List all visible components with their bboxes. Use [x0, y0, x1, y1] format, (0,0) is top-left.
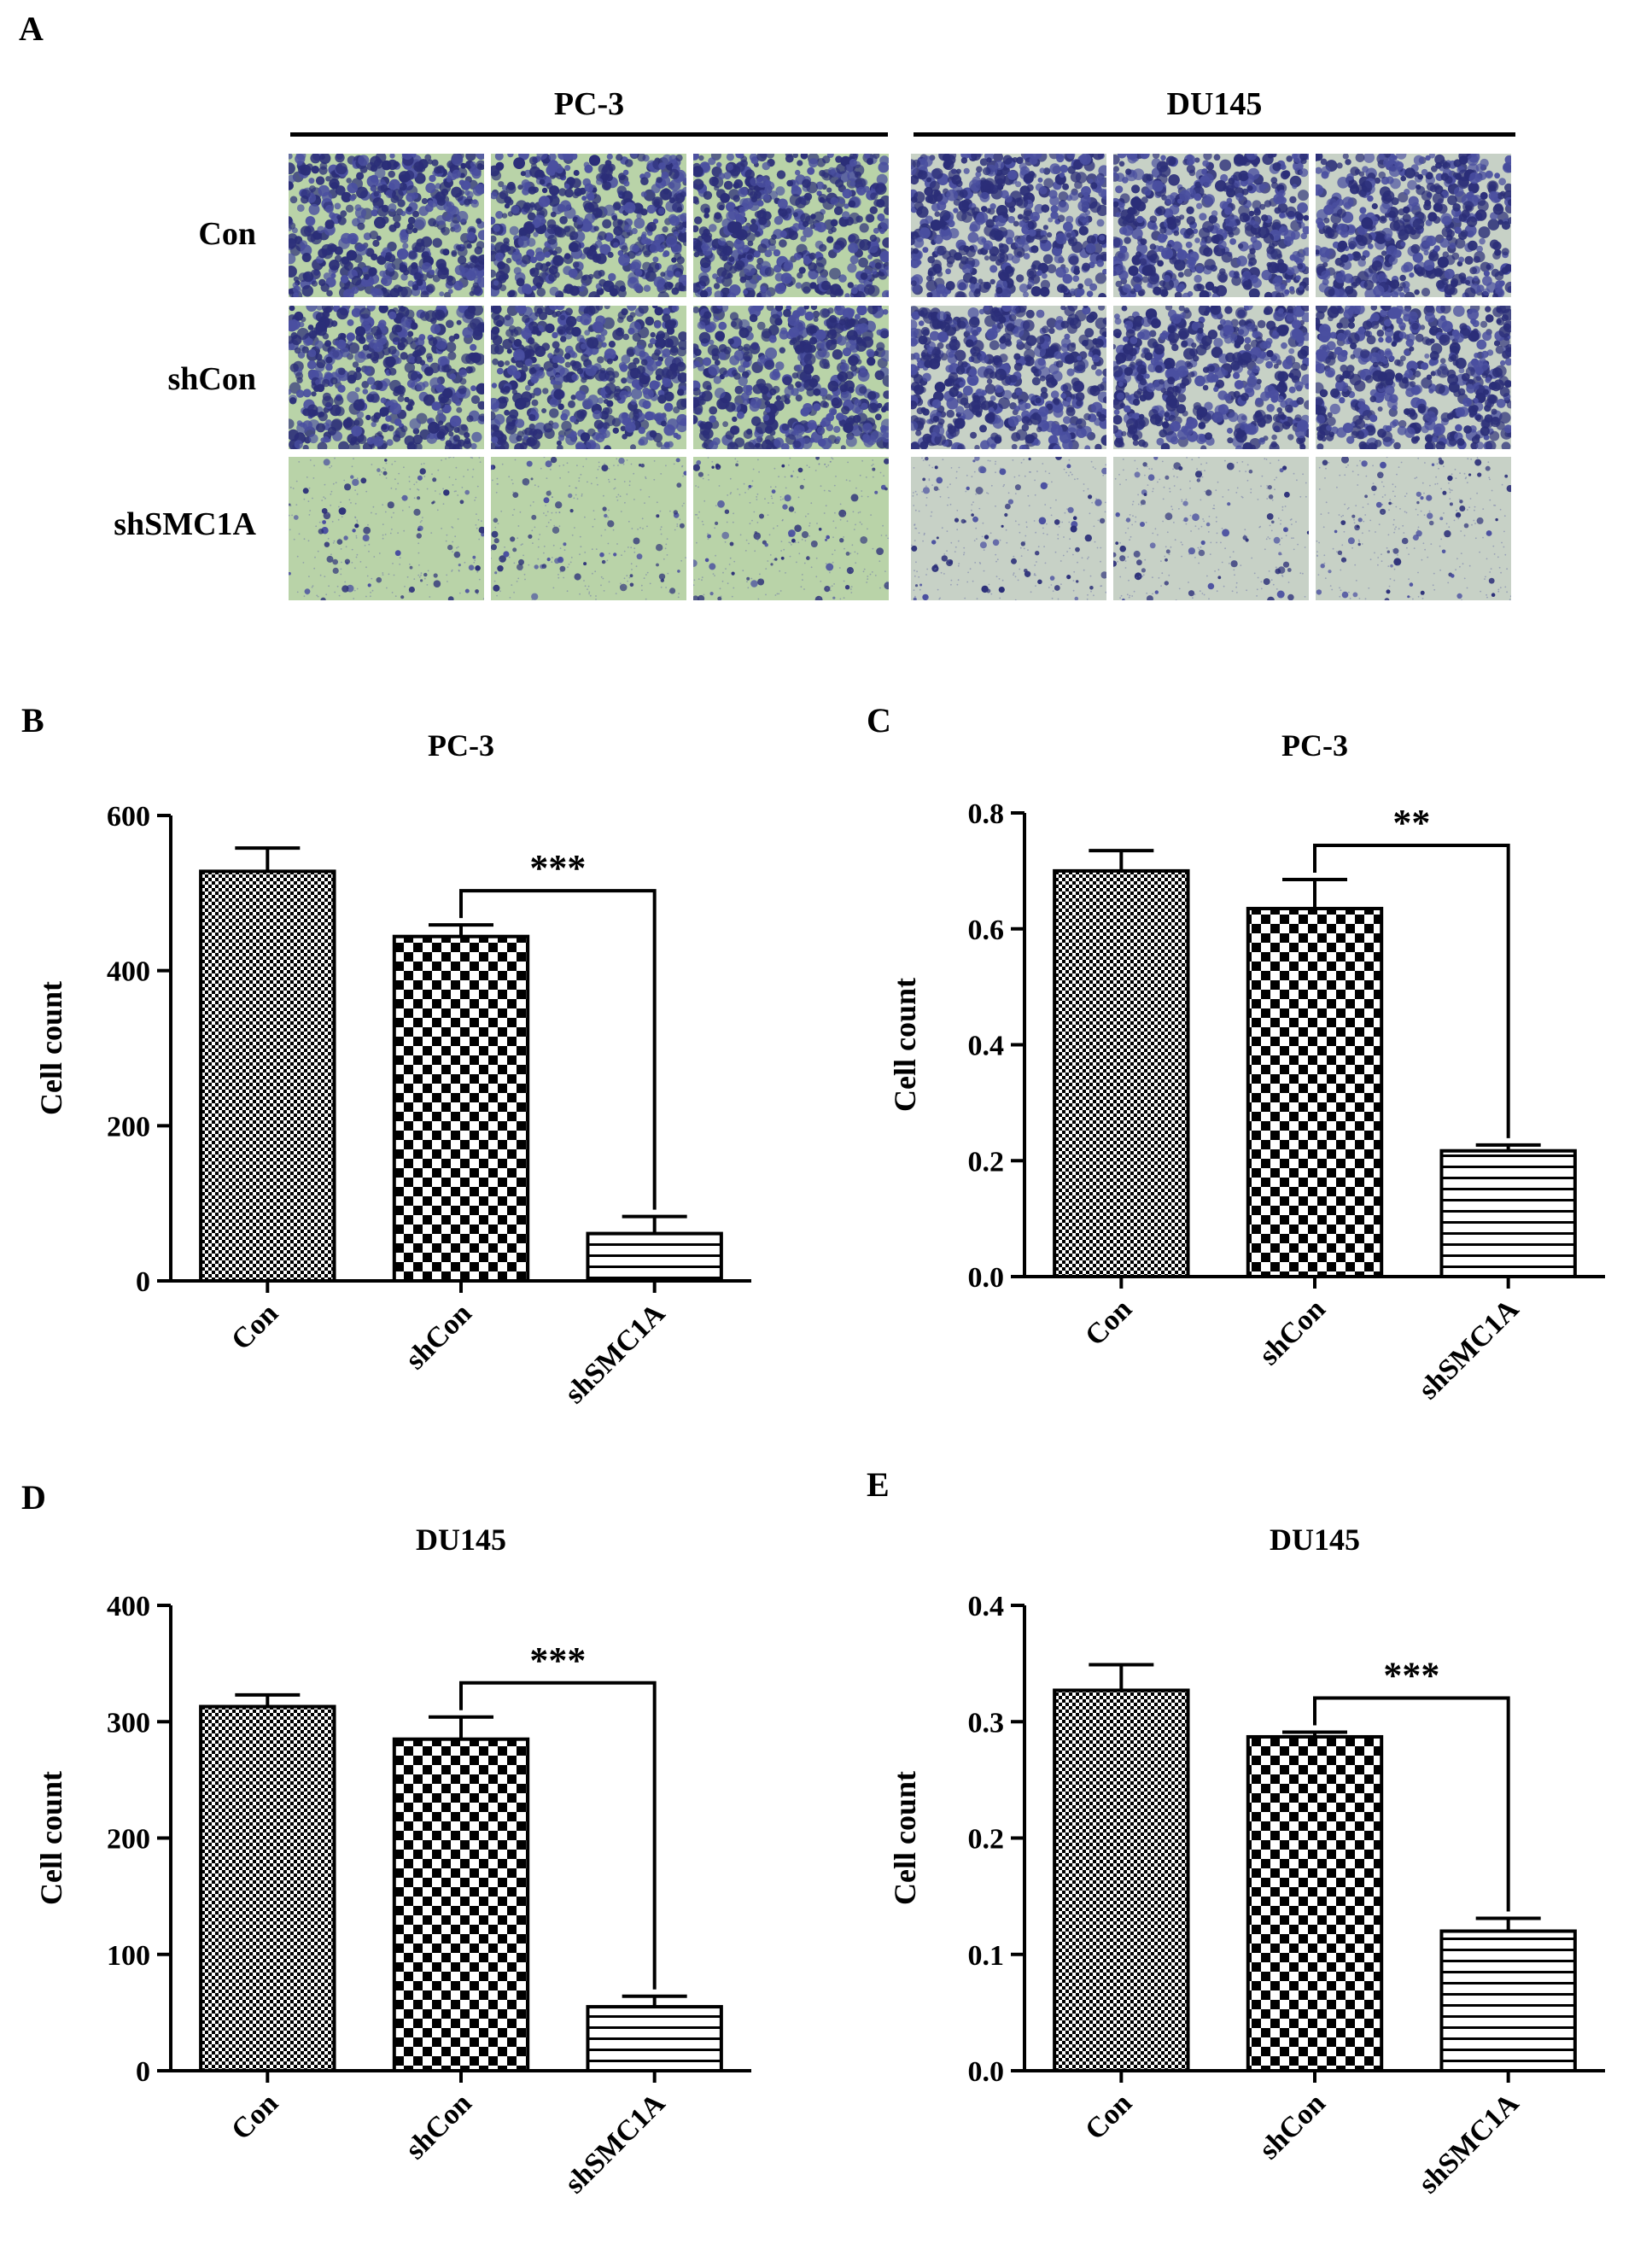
y-tick-label: 0.4: [968, 1591, 1005, 1622]
bar-shcon: [1246, 1734, 1384, 2072]
chart-title: DU145: [1270, 1523, 1360, 1557]
x-tick-label: Con: [225, 1297, 284, 1356]
significance-bracket: [459, 1681, 657, 1990]
micrograph-pc3-con-3: [693, 154, 889, 297]
y-tick-label: 0.6: [968, 915, 1005, 946]
panel-letter-c: C: [867, 701, 891, 739]
micrograph-du145-shsmc1a-2: [1113, 457, 1309, 600]
y-tick-label: 0.2: [968, 1824, 1005, 1856]
y-tick-label: 200: [107, 1824, 150, 1856]
group-label-pc3: PC-3: [553, 86, 625, 122]
y-tick-label: 0.8: [968, 798, 1005, 830]
x-tick-label: Con: [1079, 1293, 1138, 1352]
y-axis-label: Cell count: [888, 978, 922, 1112]
x-tick-label: shCon: [1253, 2087, 1332, 2166]
significance-label: ***: [1383, 1655, 1439, 1697]
panel-letter-d: D: [21, 1478, 46, 1517]
x-tick-label: shCon: [400, 2087, 478, 2166]
y-tick-label: 0.1: [968, 1940, 1005, 1972]
y-tick-label: 0: [136, 2056, 150, 2088]
row-label-shcon: shCon: [167, 361, 257, 397]
micrograph-du145-con-2: [1113, 154, 1309, 297]
micrograph-du145-con-1: [911, 154, 1106, 297]
y-tick-label: 0.0: [968, 1262, 1005, 1294]
group-underline-pc3: [290, 132, 888, 137]
x-tick-label: shSMC1A: [559, 2087, 672, 2200]
y-axis-label: Cell count: [34, 981, 68, 1115]
micrograph-du145-shsmc1a-3: [1316, 457, 1511, 600]
chart-title: DU145: [416, 1523, 506, 1557]
x-tick-label: shSMC1A: [559, 1297, 672, 1410]
panel-letter-a: A: [19, 9, 44, 48]
significance-label: **: [1392, 802, 1430, 844]
micrograph-pc3-con-2: [491, 154, 686, 297]
bar-shcon: [392, 1737, 530, 2072]
chart-panel-e: DU145 Cell count 0.0 0.1 0.2 0.3 0.4 Con shCon sh…: [888, 1523, 1605, 2200]
chart-title: PC-3: [1281, 728, 1348, 763]
x-tick-label: Con: [1079, 2087, 1138, 2146]
micrograph-du145-shcon-1: [911, 306, 1106, 449]
group-label-du145: DU145: [1166, 86, 1263, 122]
bar-con: [199, 869, 336, 1283]
x-tick-label: Con: [225, 2087, 284, 2146]
micrograph-pc3-shcon-3: [693, 306, 889, 449]
y-tick-label: 100: [107, 1940, 150, 1972]
y-tick-label: 400: [107, 1591, 150, 1622]
significance-label: ***: [529, 1640, 586, 1681]
micrograph-du145-con-3: [1316, 154, 1511, 297]
chart-panel-b: PC-3 Cell count 0 200 400 600 Con shCon shSMC1A *…: [34, 728, 751, 1410]
significance-bracket: [459, 889, 657, 1210]
bar-shsmc1a: [586, 1231, 723, 1283]
y-tick-label: 0.4: [968, 1031, 1005, 1062]
chart-panel-d: DU145 Cell count 0 100 200 300 400 Con shCon shSM…: [34, 1523, 751, 2200]
x-tick-label: shSMC1A: [1413, 1293, 1526, 1406]
bar-shsmc1a: [1439, 1149, 1577, 1278]
y-tick-label: 300: [107, 1707, 150, 1739]
micrograph-du145-shcon-2: [1113, 306, 1309, 449]
micrograph-pc3-shsmc1a-2: [491, 457, 686, 600]
panel-letter-b: B: [21, 701, 44, 739]
row-label-shsmc1a: shSMC1A: [114, 506, 256, 542]
micrograph-pc3-shsmc1a-3: [693, 457, 889, 600]
chart-title: PC-3: [428, 728, 494, 763]
y-axis-label: Cell count: [888, 1771, 922, 1905]
significance-label: ***: [529, 847, 586, 889]
bar-shsmc1a: [586, 2005, 723, 2072]
y-tick-label: 0.3: [968, 1707, 1005, 1739]
y-tick-label: 200: [107, 1111, 150, 1143]
micrograph-pc3-shcon-1: [289, 306, 484, 449]
x-tick-label: shCon: [400, 1297, 478, 1376]
micrograph-pc3-shsmc1a-1: [289, 457, 484, 600]
significance-bracket: [1313, 844, 1510, 1138]
y-axis-label: Cell count: [34, 1771, 68, 1905]
y-tick-label: 400: [107, 956, 150, 988]
group-underline-du145: [914, 132, 1515, 137]
y-tick-label: 0.2: [968, 1146, 1005, 1178]
panel-a-micrographs: A PC-3 DU145 Con shCon shSMC1A: [0, 0, 1652, 615]
bar-con: [1053, 1688, 1190, 2072]
bar-con: [1053, 868, 1190, 1278]
y-tick-label: 0.0: [968, 2056, 1005, 2088]
row-label-con: Con: [198, 216, 256, 252]
bar-con: [199, 1704, 336, 2072]
micrograph-pc3-shcon-2: [491, 306, 686, 449]
bar-shsmc1a: [1439, 1929, 1577, 2072]
panel-letter-e: E: [867, 1465, 890, 1504]
y-tick-label: 600: [107, 801, 150, 833]
micrograph-du145-shcon-3: [1316, 306, 1511, 449]
significance-bracket: [1313, 1696, 1510, 1912]
bar-shcon: [1246, 906, 1384, 1278]
x-tick-label: shCon: [1253, 1293, 1332, 1371]
y-tick-label: 0: [136, 1266, 150, 1298]
micrograph-du145-shsmc1a-1: [911, 457, 1106, 600]
micrograph-pc3-con-1: [289, 154, 484, 297]
chart-panel-c: PC-3 Cell count 0.0 0.2 0.4 0.6 0.8 Con shCon shS…: [888, 728, 1605, 1406]
x-tick-label: shSMC1A: [1413, 2087, 1526, 2200]
bar-shcon: [392, 934, 530, 1283]
